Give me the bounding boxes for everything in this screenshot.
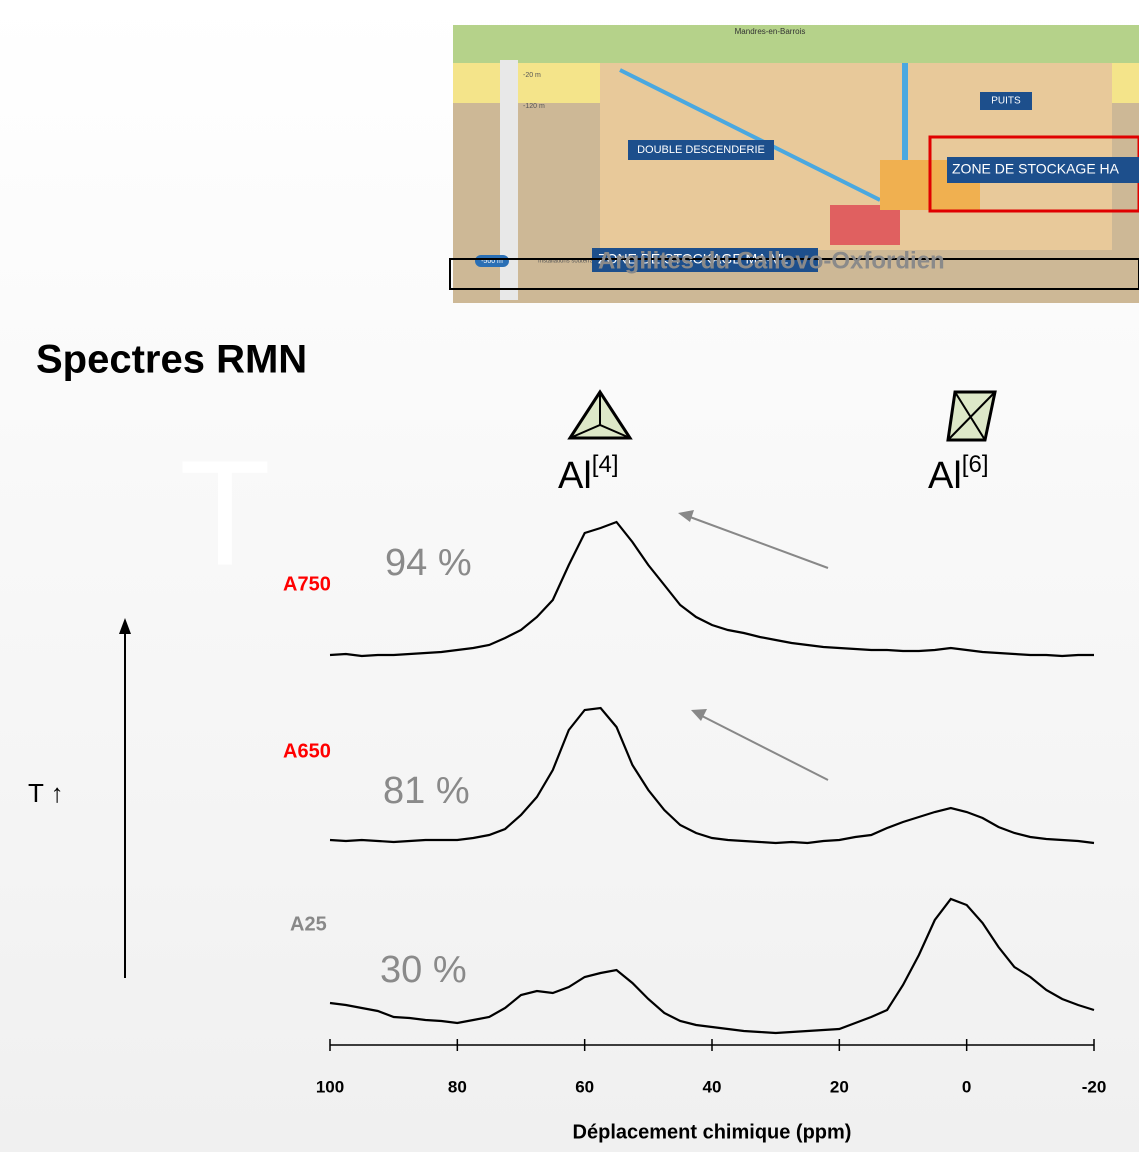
percent-label: 94 % xyxy=(385,542,472,584)
arrow-head xyxy=(691,709,707,721)
x-tick-label: 100 xyxy=(316,1077,344,1096)
depth-scale xyxy=(500,60,518,300)
zone-ha: ZONE DE STOCKAGE HA xyxy=(952,161,1120,177)
highlight-ha xyxy=(928,135,1139,213)
spectrum xyxy=(329,706,1095,845)
site-image: Mandres-en-Barrois -20 m -120 m -500 m I… xyxy=(449,25,1139,303)
spectrum xyxy=(329,520,1094,658)
chart: 100 80 60 40 20 0 -20 Déplacement chimique (ppm… xyxy=(283,520,1107,1143)
series-label: A650 xyxy=(283,740,331,762)
village: Mandres-en-Barrois xyxy=(735,27,806,36)
x-tick-label: 80 xyxy=(448,1077,467,1096)
percent-label: 30 % xyxy=(380,949,467,991)
site-coord: [4] xyxy=(592,451,619,478)
highlight-layer xyxy=(449,258,1139,290)
label-box xyxy=(980,92,1032,110)
x-tick-label: -20 xyxy=(1082,1077,1107,1096)
site-name: Al xyxy=(558,455,592,497)
label-box xyxy=(628,140,774,160)
title: Spectres RMN xyxy=(36,338,307,382)
x-tick-label: 60 xyxy=(575,1077,594,1096)
site-label: Al[6] xyxy=(928,451,988,497)
depth: -20 m xyxy=(523,72,541,79)
percent-label: 81 % xyxy=(383,770,470,812)
arrow-head xyxy=(678,510,694,522)
site-name: Al xyxy=(928,455,962,497)
site-label: Al[4] xyxy=(558,451,618,497)
watermark: T xyxy=(179,429,271,597)
layer: Argilites du Callovo-Oxfordien xyxy=(598,247,945,274)
x-axis-label: Déplacement chimique (ppm) xyxy=(573,1121,852,1143)
series-label: A25 xyxy=(290,913,327,935)
arrow-head xyxy=(119,618,131,634)
temperature-label: T ↑ xyxy=(28,778,64,808)
depth: -500 m xyxy=(481,258,503,265)
trend-arrow xyxy=(689,516,829,569)
x-tick-label: 20 xyxy=(830,1077,849,1096)
descenderie: DOUBLE DESCENDERIE xyxy=(637,144,765,156)
puits: PUITS xyxy=(991,96,1021,107)
spectrum xyxy=(329,897,1095,1035)
tetra-edges xyxy=(569,392,631,439)
site-coord: [6] xyxy=(962,451,989,478)
label-box xyxy=(947,157,1139,183)
trend-arrow xyxy=(701,715,829,781)
surface xyxy=(453,25,1139,63)
x-tick-label: 0 xyxy=(962,1077,971,1096)
depth: -120 m xyxy=(523,103,545,110)
x-tick-label: 40 xyxy=(703,1077,722,1096)
ramp xyxy=(619,68,881,202)
octa-edges xyxy=(947,391,996,441)
installations: Installations souterraines xyxy=(538,259,604,265)
zone-red xyxy=(830,205,900,245)
series-label: A750 xyxy=(283,573,331,595)
